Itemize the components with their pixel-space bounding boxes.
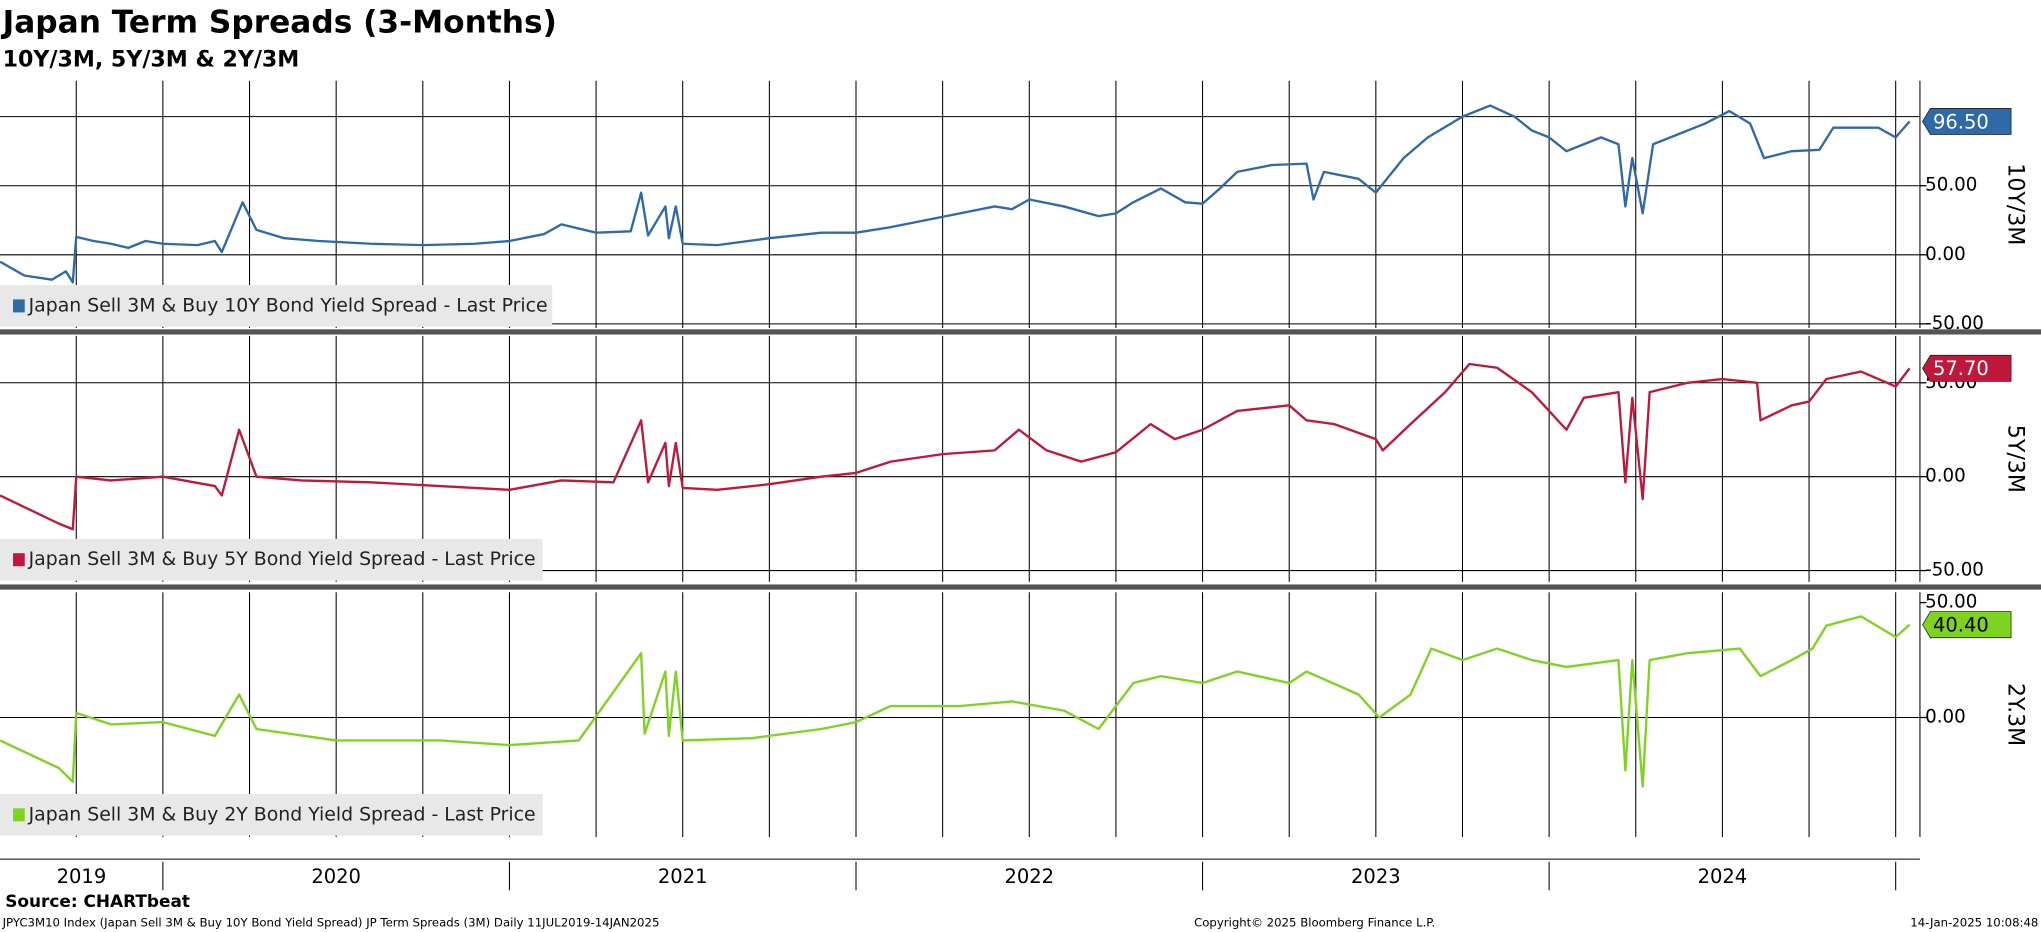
y-axis-label: 2Y.3M xyxy=(2002,683,2028,746)
last-value-label: 57.70 xyxy=(1933,357,1989,380)
line-series xyxy=(0,615,1911,788)
y-tick-label: -50.00 xyxy=(1925,313,1984,334)
legend-label: Japan Sell 3M & Buy 5Y Bond Yield Spread… xyxy=(28,548,536,570)
legend-swatch xyxy=(13,299,25,313)
y-tick-label: 50.00 xyxy=(1925,175,1977,196)
x-tick-label: 2024 xyxy=(1698,865,1748,888)
legend-box xyxy=(0,794,543,836)
chart-title: Japan Term Spreads (3-Months) xyxy=(1,4,557,40)
source: Source: CHARTbeat xyxy=(5,891,190,911)
last-value-label: 96.50 xyxy=(1933,110,1989,133)
y-axis-label: 10Y/3M xyxy=(2002,163,2028,245)
y-tick-label: 0.00 xyxy=(1925,466,1966,487)
timestamp: 14-Jan-2025 10:08:48 xyxy=(1910,915,2038,929)
legend-swatch xyxy=(13,553,25,567)
legend-label: Japan Sell 3M & Buy 10Y Bond Yield Sprea… xyxy=(28,294,548,316)
legend-box xyxy=(0,285,553,327)
line-series xyxy=(0,104,1911,284)
last-value-tag xyxy=(1922,611,2012,639)
footer-info: JPYC3M10 Index (Japan Sell 3M & Buy 10Y … xyxy=(2,915,660,929)
y-tick-label: 0.00 xyxy=(1925,244,1966,265)
x-tick-label: 2020 xyxy=(311,865,361,888)
x-tick-label: 2019 xyxy=(57,865,107,888)
legend-label: Japan Sell 3M & Buy 2Y Bond Yield Spread… xyxy=(28,803,536,825)
y-tick-label: 0.00 xyxy=(1925,706,1966,727)
last-value-tag xyxy=(1922,108,2012,135)
x-tick-label: 2023 xyxy=(1351,865,1401,888)
chart-subtitle: 10Y/3M, 5Y/3M & 2Y/3M xyxy=(3,46,300,72)
y-axis-label: 5Y/3M xyxy=(2002,425,2028,493)
legend-box xyxy=(0,538,543,581)
line-series xyxy=(0,362,1911,531)
copyright: Copyright© 2025 Bloomberg Finance L.P. xyxy=(1194,915,1435,929)
y-tick-label: -50.00 xyxy=(1925,560,1984,581)
panel-separator xyxy=(0,329,2041,335)
panel-separator xyxy=(0,584,2041,590)
x-tick-label: 2022 xyxy=(1004,865,1054,888)
last-value-label: 40.40 xyxy=(1933,613,1989,636)
last-value-tag xyxy=(1922,354,2012,382)
x-tick-label: 2021 xyxy=(658,865,708,888)
legend-swatch xyxy=(13,808,25,822)
y-tick-label: 50.00 xyxy=(1925,592,1977,613)
